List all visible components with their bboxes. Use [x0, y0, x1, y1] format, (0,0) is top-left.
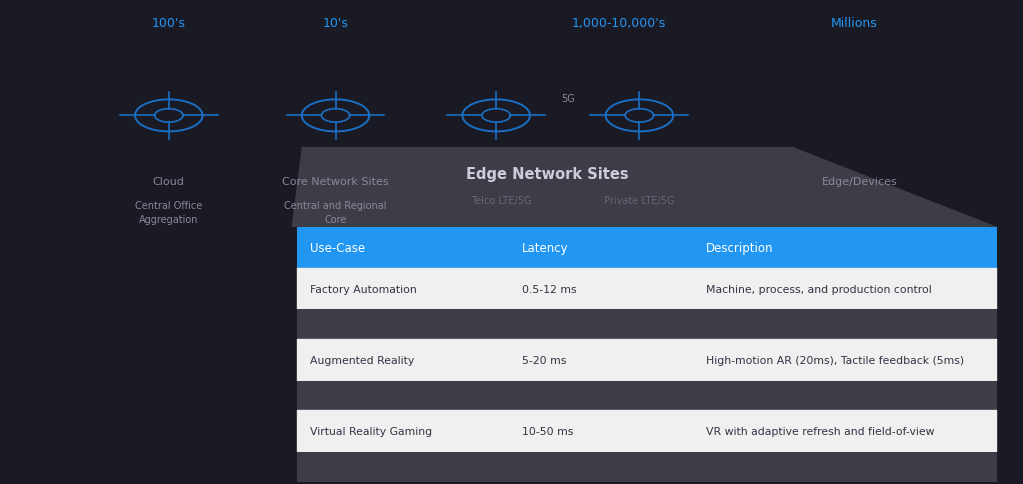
Bar — [297, 452, 997, 482]
Text: Telco LTE/5G: Telco LTE/5G — [471, 196, 532, 206]
Bar — [297, 269, 997, 310]
Text: Use-Case: Use-Case — [310, 242, 365, 255]
Bar — [297, 410, 997, 452]
Text: Virtual Reality Gaming: Virtual Reality Gaming — [310, 426, 432, 436]
Text: Description: Description — [706, 242, 773, 255]
Text: 1,000-10,000's: 1,000-10,000's — [572, 17, 666, 30]
Bar — [297, 310, 997, 340]
Text: 5-20 ms: 5-20 ms — [522, 355, 566, 365]
Text: Machine, process, and production control: Machine, process, and production control — [706, 284, 932, 294]
Text: Core Network Sites: Core Network Sites — [282, 177, 389, 187]
Text: Millions: Millions — [831, 17, 878, 30]
Text: Edge Network Sites: Edge Network Sites — [466, 167, 628, 182]
Text: Latency: Latency — [522, 242, 569, 255]
Text: Central Office
Aggregation: Central Office Aggregation — [135, 201, 203, 225]
Text: High-motion AR (20ms), Tactile feedback (5ms): High-motion AR (20ms), Tactile feedback … — [706, 355, 964, 365]
Text: 5G: 5G — [561, 94, 575, 104]
Bar — [297, 227, 997, 269]
Text: Cloud: Cloud — [152, 177, 185, 187]
Text: 100's: 100's — [151, 17, 186, 30]
Text: 10-50 ms: 10-50 ms — [522, 426, 573, 436]
Text: 0.5-12 ms: 0.5-12 ms — [522, 284, 576, 294]
Text: Edge/Devices: Edge/Devices — [821, 177, 897, 187]
Text: Factory Automation: Factory Automation — [310, 284, 416, 294]
Polygon shape — [292, 148, 997, 227]
Text: VR with adaptive refresh and field-of-view: VR with adaptive refresh and field-of-vi… — [706, 426, 934, 436]
Text: Central and Regional
Core: Central and Regional Core — [284, 201, 387, 225]
Text: Augmented Reality: Augmented Reality — [310, 355, 414, 365]
Text: Private LTE/5G: Private LTE/5G — [605, 196, 674, 206]
Bar — [297, 340, 997, 381]
Bar — [297, 381, 997, 410]
Text: 10's: 10's — [322, 17, 349, 30]
